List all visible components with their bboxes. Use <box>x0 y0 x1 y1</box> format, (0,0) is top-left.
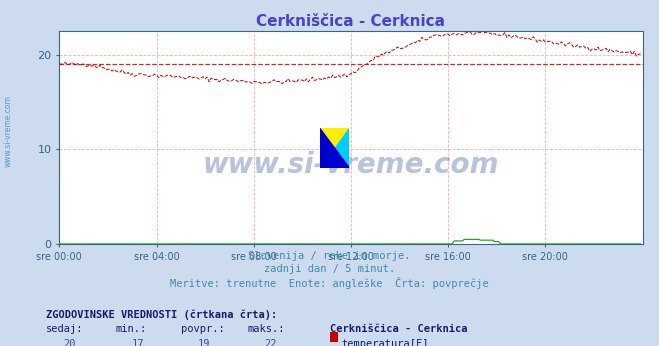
Text: zadnji dan / 5 minut.: zadnji dan / 5 minut. <box>264 264 395 274</box>
Text: Slovenija / reke in morje.: Slovenija / reke in morje. <box>248 251 411 261</box>
Text: Cerkniščica - Cerknica: Cerkniščica - Cerknica <box>330 324 467 334</box>
Text: 19: 19 <box>198 339 210 346</box>
Text: sedaj:: sedaj: <box>46 324 84 334</box>
Text: temperatura[F]: temperatura[F] <box>341 339 429 346</box>
Text: ZGODOVINSKE VREDNOSTI (črtkana črta):: ZGODOVINSKE VREDNOSTI (črtkana črta): <box>46 310 277 320</box>
Text: 17: 17 <box>132 339 144 346</box>
Text: 22: 22 <box>264 339 276 346</box>
Text: min.:: min.: <box>115 324 146 334</box>
Text: Meritve: trenutne  Enote: angleške  Črta: povprečje: Meritve: trenutne Enote: angleške Črta: … <box>170 277 489 289</box>
Text: povpr.:: povpr.: <box>181 324 225 334</box>
Polygon shape <box>320 128 349 168</box>
Text: 20: 20 <box>63 339 75 346</box>
Text: www.si-vreme.com: www.si-vreme.com <box>203 151 499 179</box>
Text: www.si-vreme.com: www.si-vreme.com <box>3 95 13 167</box>
Polygon shape <box>320 128 349 168</box>
Polygon shape <box>320 128 349 168</box>
Text: maks.:: maks.: <box>247 324 285 334</box>
Title: Cerkniščica - Cerknica: Cerkniščica - Cerknica <box>256 13 445 29</box>
